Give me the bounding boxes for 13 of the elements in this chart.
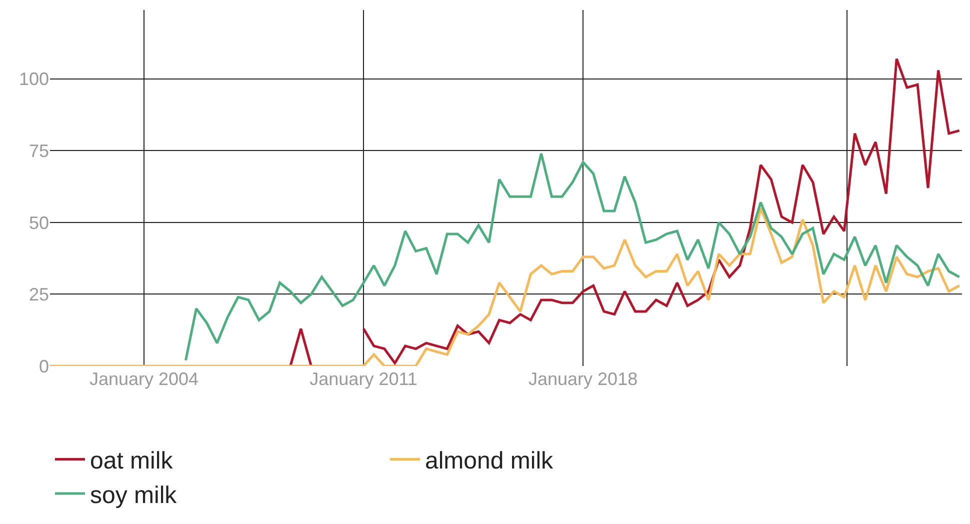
x-tick-label: January 2018 [528,369,638,389]
x-tick-label: January 2004 [89,369,199,389]
y-tick-label: 75 [28,140,49,161]
line-series [50,206,961,366]
legend-label: almond milk [425,448,554,475]
y-tick-label: 0 [38,356,49,376]
legend-label: soy milk [90,482,178,509]
y-tick-label: 100 [18,69,49,90]
y-tick-label: 50 [28,212,49,233]
x-tick-label: January 2011 [310,369,418,389]
legend-label: oat milk [90,448,174,475]
line-series [184,152,961,362]
y-tick-label: 25 [28,284,49,305]
